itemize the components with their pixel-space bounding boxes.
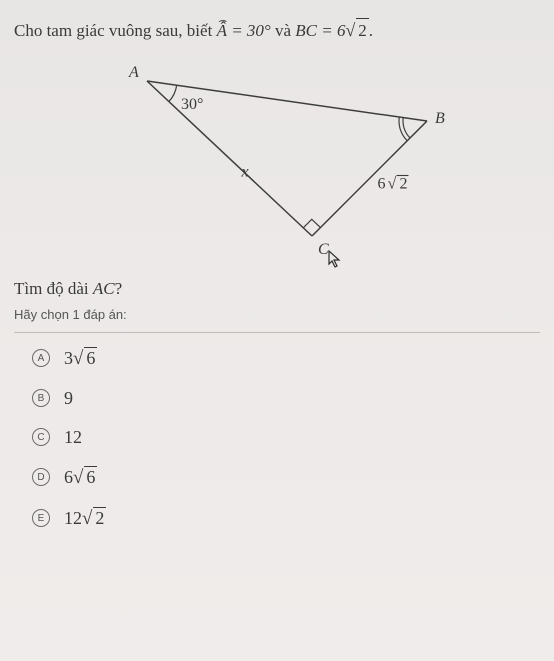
svg-text:6: 6 bbox=[378, 175, 386, 192]
option-value: 12 bbox=[64, 427, 82, 448]
problem-prefix: Cho tam giác vuông sau, biết bbox=[14, 21, 217, 40]
option-letter: C bbox=[32, 428, 50, 446]
question-line: Tìm độ dài AC? bbox=[14, 279, 540, 299]
svg-text:A: A bbox=[128, 64, 139, 81]
side-var: BC bbox=[295, 21, 317, 40]
svg-text:30°: 30° bbox=[181, 96, 203, 113]
question-prefix: Tìm độ dài bbox=[14, 279, 93, 298]
option-value: 6√6 bbox=[64, 466, 97, 489]
divider bbox=[14, 332, 540, 333]
problem-mid: và bbox=[275, 21, 295, 40]
problem-statement: Cho tam giác vuông sau, biết Â = 30° và … bbox=[14, 18, 540, 43]
cursor-icon bbox=[328, 250, 342, 273]
angle-eq: = 30° bbox=[227, 21, 275, 40]
figure-container: ABC30°x6√2 bbox=[14, 51, 540, 271]
answer-option-B[interactable]: B9 bbox=[32, 388, 540, 409]
answer-option-E[interactable]: E 12√2 bbox=[32, 507, 540, 530]
answer-option-D[interactable]: D 6√6 bbox=[32, 466, 540, 489]
problem-suffix: . bbox=[369, 21, 373, 40]
question-var: AC bbox=[93, 279, 115, 298]
svg-text:2: 2 bbox=[400, 175, 408, 192]
question-suffix: ? bbox=[115, 279, 123, 298]
side-root: √2 bbox=[346, 18, 369, 43]
option-letter: A bbox=[32, 349, 50, 367]
option-letter: B bbox=[32, 389, 50, 407]
svg-text:√: √ bbox=[388, 175, 397, 192]
instruction: Hãy chọn 1 đáp án: bbox=[14, 307, 540, 322]
side-eq: = 6 bbox=[317, 21, 345, 40]
option-value: 3√6 bbox=[64, 347, 97, 370]
angle-var: Â bbox=[217, 19, 227, 43]
option-letter: E bbox=[32, 509, 50, 527]
option-value: 9 bbox=[64, 388, 73, 409]
option-value: 12√2 bbox=[64, 507, 106, 530]
answer-options: A 3√6 B9 C 12 D 6√6 E 12√2 bbox=[14, 347, 540, 530]
option-letter: D bbox=[32, 468, 50, 486]
svg-text:B: B bbox=[435, 110, 445, 127]
answer-option-A[interactable]: A 3√6 bbox=[32, 347, 540, 370]
triangle-figure: ABC30°x6√2 bbox=[87, 51, 467, 271]
answer-option-C[interactable]: C 12 bbox=[32, 427, 540, 448]
svg-text:x: x bbox=[241, 163, 249, 180]
